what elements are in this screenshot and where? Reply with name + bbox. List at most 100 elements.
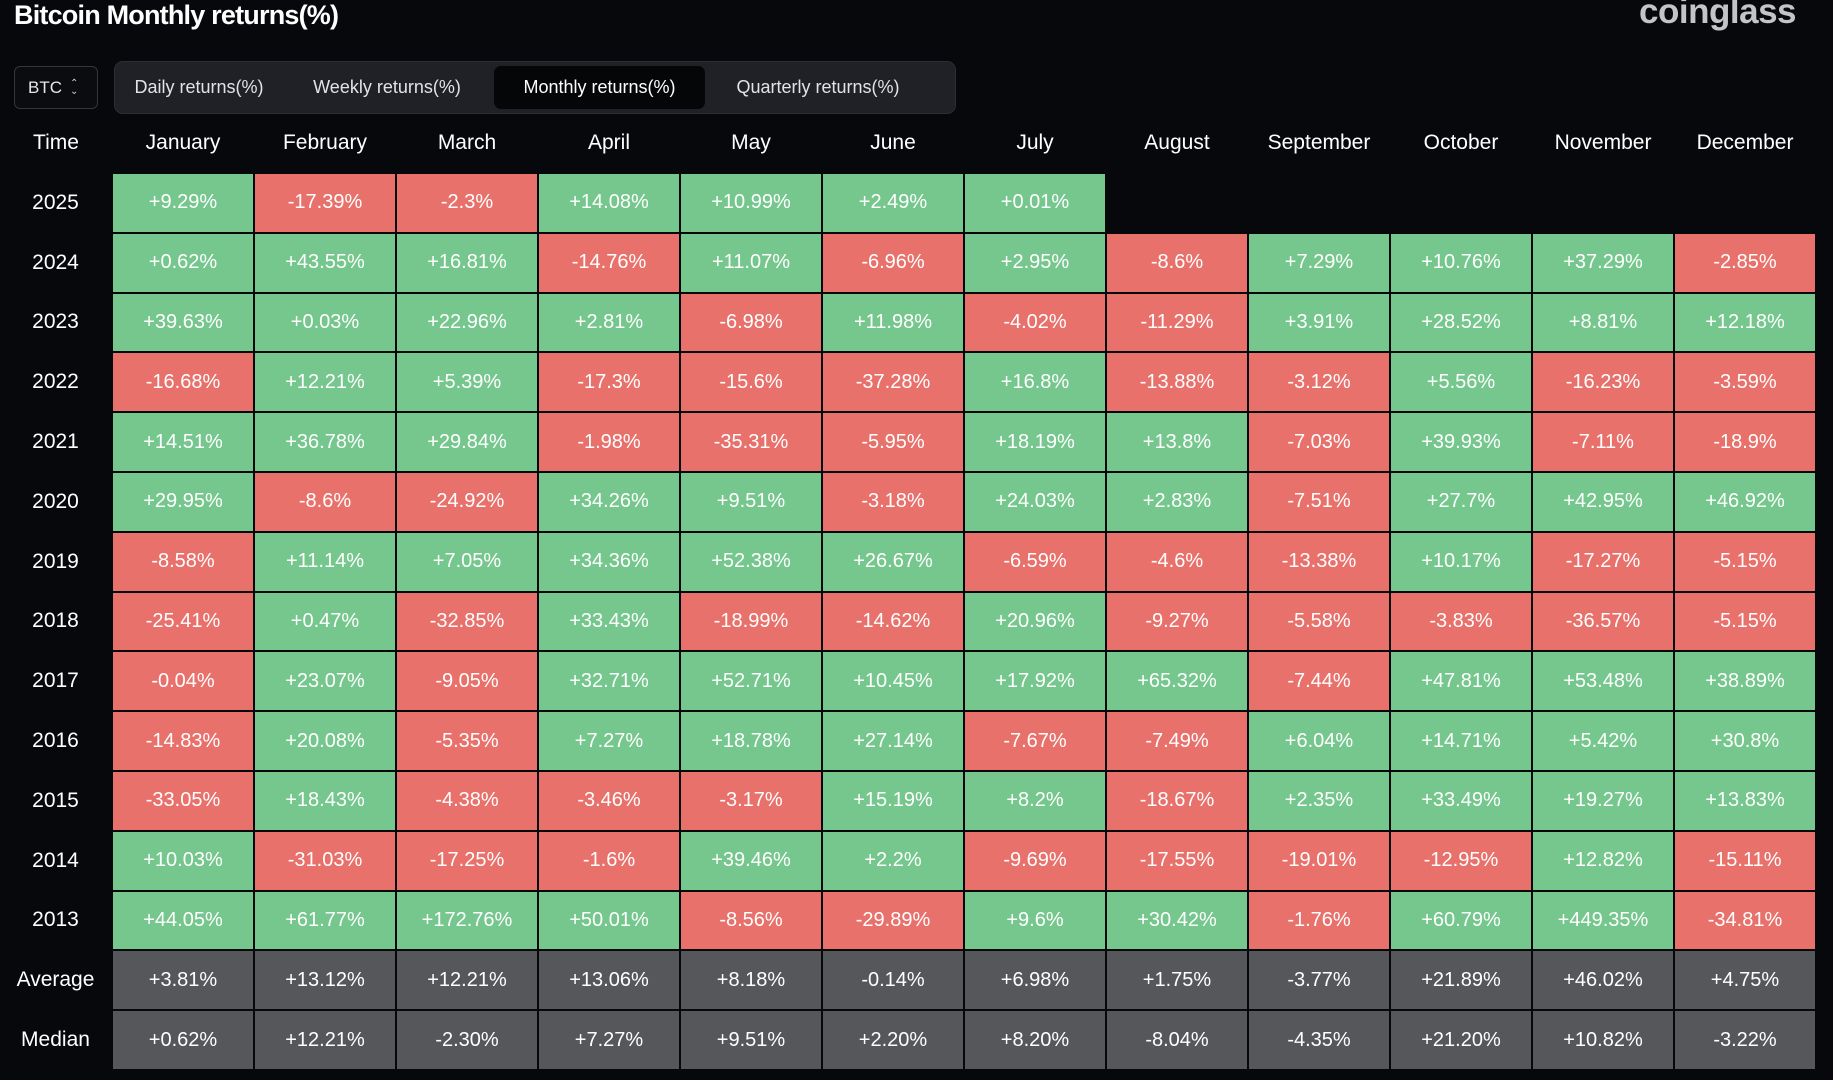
return-cell: -7.67% [963,710,1107,772]
return-cell: -8.6% [253,470,397,533]
return-cell: +2.2% [821,829,965,892]
table-row: 2025 +9.29% -17.39% -2.3% +14.08% +10.99% +2.4… [0,172,1817,234]
return-cell: +16.8% [963,351,1107,414]
return-cell: +18.43% [253,769,397,832]
return-cell: -3.12% [1247,351,1391,414]
table-row: 2022 -16.68% +12.21% +5.39% -17.3% -15.6% -37.… [0,351,1817,414]
column-header-month: January [145,131,221,154]
column-header-month: July [1016,131,1054,154]
return-cell: -9.69% [963,829,1107,892]
table-header-row: Time January February March April May Ju… [0,121,1816,173]
return-cell: -16.23% [1531,351,1675,414]
return-cell: +26.67% [821,530,965,593]
return-cell: +65.32% [1105,650,1249,713]
return-cell: -15.6% [679,351,823,414]
return-cell: +18.78% [679,710,823,772]
return-cell: -25.41% [111,590,255,653]
return-cell: +37.29% [1531,231,1675,294]
return-cell: +14.08% [537,172,681,234]
return-cell: +52.71% [679,650,823,713]
return-cell: +11.98% [821,291,965,354]
year-label: 2017 [32,669,79,693]
return-cell: +53.48% [1531,650,1675,713]
return-cell: +9.29% [111,172,255,234]
return-cell: +3.91% [1247,291,1391,354]
stat-cell: -2.30% [395,1009,539,1071]
return-cell: +38.89% [1673,650,1817,713]
return-cell: +29.95% [111,470,255,533]
tab-monthly-returns[interactable]: Monthly returns(%) [494,66,705,109]
return-cell: +20.08% [253,710,397,772]
return-cell: +10.76% [1389,231,1533,294]
stat-cell: +4.75% [1673,949,1817,1012]
stat-cell: +12.21% [395,949,539,1012]
coinglass-logo: coinglass [1639,0,1796,31]
return-cell: -17.27% [1531,530,1675,593]
return-cell: +14.51% [111,411,255,473]
stat-cell: +1.75% [1105,949,1249,1012]
tab-daily-returns[interactable]: Daily returns(%) [134,77,264,97]
return-cell: -8.58% [111,530,255,593]
return-cell: -17.55% [1105,829,1249,892]
table-row: 2017 -0.04% +23.07% -9.05% +32.71% +52.71% +10… [0,650,1817,713]
return-cell: +19.27% [1531,769,1675,832]
return-cell: +13.83% [1673,769,1817,832]
stat-cell: +2.20% [821,1009,965,1071]
return-cell: -3.46% [537,769,681,832]
return-cell: -2.85% [1673,231,1817,294]
return-cell: +7.27% [537,710,681,772]
stat-row: Average +3.81% +13.12% +12.21% +13.06% +8.18%… [0,949,1817,1012]
table-row: 2014 +10.03% -31.03% -17.25% -1.6% +39.46% +2.… [0,829,1817,892]
return-cell: +33.43% [537,590,681,653]
return-cell: +10.17% [1389,530,1533,593]
return-cell: +27.14% [821,710,965,772]
return-cell: +11.14% [253,530,397,593]
return-cell: +14.71% [1389,710,1533,772]
return-cell: +52.38% [679,530,823,593]
return-cell: -7.51% [1247,470,1391,533]
return-cell: +0.62% [111,231,255,294]
stat-cell: -0.14% [821,949,965,1012]
table-row: 2019 -8.58% +11.14% +7.05% +34.36% +52.38% +26… [0,530,1817,593]
return-cell: -7.44% [1247,650,1391,713]
return-cell: +43.55% [253,231,397,294]
stat-cell: +6.98% [963,949,1107,1012]
tab-weekly-returns[interactable]: Weekly returns(%) [313,77,461,97]
return-cell: -11.29% [1105,291,1249,354]
coin-select[interactable]: BTC ⌃ ⌄ [14,66,98,109]
empty-cell [1673,172,1817,234]
year-label: 2025 [32,190,79,214]
return-cell: +47.81% [1389,650,1533,713]
table-body: 2025 +9.29% -17.39% -2.3% +14.08% +10.99% +2.4… [0,172,1817,1071]
year-label: 2014 [32,848,79,872]
return-cell: -18.99% [679,590,823,653]
return-cell: -4.6% [1105,530,1249,593]
return-cell: +5.39% [395,351,539,414]
stat-label: Average [16,968,95,992]
return-cell: +29.84% [395,411,539,473]
return-cell: -3.83% [1389,590,1533,653]
return-cell: -5.95% [821,411,965,473]
year-label: 2024 [32,250,79,274]
return-cell: +10.45% [821,650,965,713]
empty-cell [1531,172,1675,234]
return-cell: +32.71% [537,650,681,713]
return-cell: -5.15% [1673,530,1817,593]
column-header-month: December [1696,131,1794,154]
table-row: 2016 -14.83% +20.08% -5.35% +7.27% +18.78% +27… [0,710,1817,772]
return-cell: +10.03% [111,829,255,892]
stat-row: Median +0.62% +12.21% -2.30% +7.27% +9.51% +2.… [0,1009,1817,1071]
return-cell: +23.07% [253,650,397,713]
return-cell: -3.59% [1673,351,1817,414]
return-cell: -1.98% [537,411,681,473]
return-cell: -3.17% [679,769,823,832]
return-cell: +8.81% [1531,291,1675,354]
return-cell: -17.25% [395,829,539,892]
return-cell: +0.47% [253,590,397,653]
return-cell: -0.04% [111,650,255,713]
return-cell: -3.18% [821,470,965,533]
return-cell: +0.01% [963,172,1107,234]
stat-cell: -4.35% [1247,1009,1391,1071]
tab-quarterly-returns[interactable]: Quarterly returns(%) [736,77,900,97]
return-cell: +9.6% [963,889,1107,952]
